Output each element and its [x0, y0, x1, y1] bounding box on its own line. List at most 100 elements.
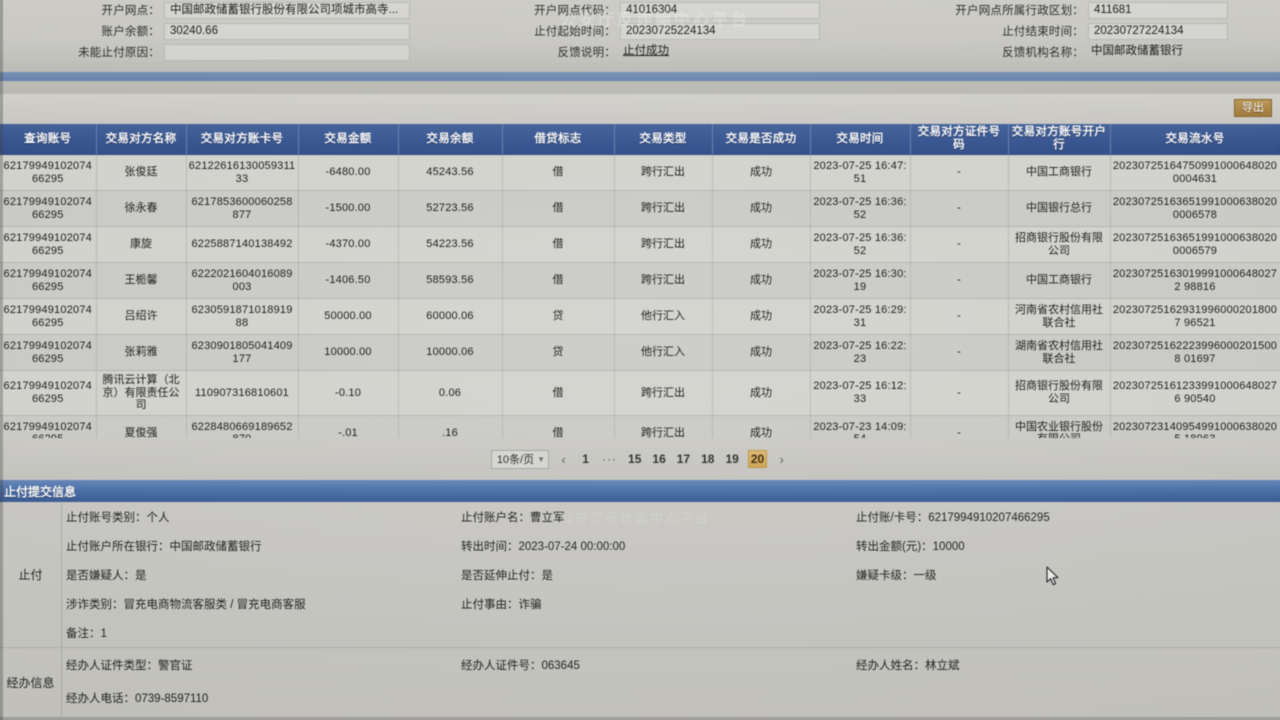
stop-start-time-label-cell: 止付起始时间： [532, 21, 620, 41]
table-row[interactable]: 6217994910207466295 徐永春 6217853600060258… [0, 190, 1280, 227]
cell-dc-flag: 借 [502, 262, 615, 299]
feedback-org-value: 中国邮政储蓄银行 [1091, 44, 1183, 57]
pagination-page-17[interactable]: 17 [676, 452, 691, 466]
feedback-desc-label: 反馈说明： [557, 47, 616, 59]
export-button[interactable]: 导出 [1234, 99, 1272, 117]
pagination-page-18[interactable]: 18 [701, 452, 715, 466]
cell-counterparty-id: - [910, 298, 1009, 335]
transactions-table-wrap: 查询账号 交易对方名称 交易对方账卡号 交易金额 交易余额 借贷标志 交易类型 … [0, 124, 1280, 452]
stop-payment-section-rows: 止付账号类别：个人 止付账户名：曹立军 止付账/卡号：6217994910207… [62, 502, 1280, 647]
cell-amount: 10000.00 [298, 334, 399, 371]
pagination-page-16[interactable]: 16 [652, 452, 666, 466]
account-balance-label: 账户余额： [101, 26, 160, 38]
pagination-page-20-current[interactable]: 20 [747, 450, 768, 468]
table-row[interactable]: 6217994910207466295 张莉雅 6230901805041409… [0, 334, 1280, 371]
stop-end-time-value[interactable]: 20230727224134 [1088, 22, 1228, 40]
cell-trans-time: 2023-07-25 16:36:52 [810, 226, 911, 263]
pagination-next-button[interactable]: › [779, 451, 784, 467]
cell-counterparty-id: - [910, 226, 1009, 263]
col-trans-type[interactable]: 交易类型 [614, 124, 713, 155]
page-size-label: 10条/页 [496, 454, 535, 466]
col-trans-time[interactable]: 交易时间 [810, 124, 911, 155]
account-balance-value[interactable]: 30240.66 [164, 22, 410, 40]
table-row[interactable]: 6217994910207466295 康旋 6225887140138492 … [0, 226, 1280, 263]
cell-counterparty-id: - [910, 154, 1009, 191]
cell-balance: 52723.56 [398, 190, 503, 227]
remark: 备注：1 [66, 627, 107, 640]
cell-query-account: 6217994910207466295 [0, 262, 97, 299]
panel-body: 止付 止付账号类别：个人 止付账户名：曹立军 止付账/卡号：6217994910… [0, 502, 1280, 716]
cell-dc-flag: 贷 [502, 298, 615, 335]
form-row-1: 开户网点： 中国邮政储蓄银行股份有限公司项城市高寺... 开户网点代码： 410… [0, 0, 1280, 20]
pagination-ellipsis[interactable]: ··· [602, 452, 618, 466]
col-amount[interactable]: 交易金额 [298, 124, 399, 155]
cell-success: 成功 [712, 370, 811, 416]
col-counterparty-card[interactable]: 交易对方账卡号 [186, 124, 299, 155]
cell-trans-type: 跨行汇出 [614, 370, 713, 416]
col-dc-flag[interactable]: 借贷标志 [502, 124, 615, 155]
col-counterparty-bank[interactable]: 交易对方账号开户行 [1008, 124, 1111, 155]
is-extended-stop: 是否延伸止付：是 [461, 569, 553, 582]
branch-region-value[interactable]: 411681 [1088, 1, 1228, 19]
cell-trans-time: 2023-07-25 16:30:19 [810, 262, 911, 299]
field-row: 经办人电话：0739-8597110 [62, 681, 1280, 714]
cell-trans-type: 他行汇入 [614, 334, 713, 371]
col-query-account[interactable]: 查询账号 [0, 124, 97, 155]
table-row[interactable]: 6217994910207466295 吕绍许 6230591871018919… [0, 298, 1280, 335]
pagination-page-1[interactable]: 1 [582, 452, 589, 466]
stop-end-time-label: 止付结束时间： [1002, 26, 1084, 38]
cell-dc-flag: 贷 [502, 334, 615, 371]
col-counterparty-id[interactable]: 交易对方证件号码 [910, 124, 1009, 155]
handler-id-number: 经办人证件号：063645 [461, 659, 580, 672]
cell-dc-flag: 借 [502, 190, 615, 227]
transfer-out-time: 转出时间：2023-07-24 00:00:00 [461, 540, 626, 553]
feedback-org-label: 反馈机构名称： [1002, 47, 1084, 59]
cell-counterparty-card: 6212261613005931133 [186, 154, 299, 191]
pagination-prev-button[interactable]: ‹ [561, 451, 566, 467]
cell-counterparty-id: - [910, 334, 1009, 371]
fail-reason-value[interactable] [164, 43, 410, 61]
stop-account-bank: 止付账户所在银行：中国邮政储蓄银行 [66, 540, 262, 553]
branch-region-label: 开户网点所属行政区划： [955, 5, 1084, 17]
field-row: 止付账户所在银行：中国邮政储蓄银行 转出时间：2023-07-24 00:00:… [62, 531, 1280, 560]
suspect-card-level: 嫌疑卡级：一级 [856, 569, 937, 582]
panel-header: 止付提交信息 [0, 480, 1280, 502]
cell-counterparty-bank: 河南省农村信用社联合社 [1008, 298, 1111, 335]
panel-title: 止付提交信息 [4, 484, 77, 499]
col-serial[interactable]: 交易流水号 [1110, 124, 1280, 155]
cell-query-account: 6217994910207466295 [0, 226, 97, 263]
cell-balance: 58593.56 [398, 262, 503, 299]
stop-payment-section-label: 止付 [0, 502, 62, 647]
handler-id-type: 经办人证件类型：警官证 [66, 659, 193, 672]
col-balance[interactable]: 交易余额 [398, 124, 503, 155]
table-row[interactable]: 6217994910207466295 张俊廷 6212261613005931… [0, 154, 1280, 191]
cell-amount: -1500.00 [298, 190, 399, 227]
stop-start-time-value[interactable]: 20230725224134 [620, 22, 820, 40]
col-counterparty-name[interactable]: 交易对方名称 [96, 124, 187, 155]
table-row[interactable]: 6217994910207466295 王栀馨 6222021604016089… [0, 262, 1280, 299]
cell-amount: -1406.50 [298, 262, 399, 299]
pagination-page-15[interactable]: 15 [628, 452, 642, 466]
cell-query-account: 6217994910207466295 [0, 190, 97, 227]
stop-reason: 止付事由：诈骗 [461, 598, 542, 611]
cell-counterparty-id: - [910, 370, 1009, 416]
cell-counterparty-name: 徐永春 [96, 190, 187, 227]
branch-code-value[interactable]: 41016304 [620, 1, 820, 19]
cell-counterparty-id: - [910, 262, 1009, 299]
pagination-page-19[interactable]: 19 [725, 452, 739, 466]
transfer-out-amount: 转出金额(元)：10000 [856, 540, 965, 553]
stop-account-card: 止付账/卡号：6217994910207466295 [856, 511, 1050, 524]
cell-balance: 0.06 [398, 370, 503, 416]
field-row: 涉诈类别：冒充电商物流客服类 / 冒充电商客服 止付事由：诈骗 [62, 589, 1280, 618]
table-row[interactable]: 6217994910207466295 腾讯云计算（北京）有限责任公司 1109… [0, 370, 1280, 416]
handler-section-label: 经办信息 [0, 648, 62, 716]
field-row: 经办人证件类型：警官证 经办人证件号：063645 经办人姓名：林立斌 [62, 648, 1280, 681]
col-success[interactable]: 交易是否成功 [712, 124, 811, 155]
cell-counterparty-bank: 中国工商银行 [1008, 154, 1111, 191]
page-size-select[interactable]: 10条/页 ▼ [490, 449, 550, 469]
handler-name: 经办人姓名：林立斌 [856, 659, 960, 672]
table-header-row: 查询账号 交易对方名称 交易对方账卡号 交易金额 交易余额 借贷标志 交易类型 … [0, 124, 1280, 155]
branch-name-label-cell: 开户网点： [96, 0, 164, 20]
branch-name-value[interactable]: 中国邮政储蓄银行股份有限公司项城市高寺... [164, 1, 410, 19]
handler-section-rows: 经办人证件类型：警官证 经办人证件号：063645 经办人姓名：林立斌 经办人电… [62, 648, 1280, 716]
